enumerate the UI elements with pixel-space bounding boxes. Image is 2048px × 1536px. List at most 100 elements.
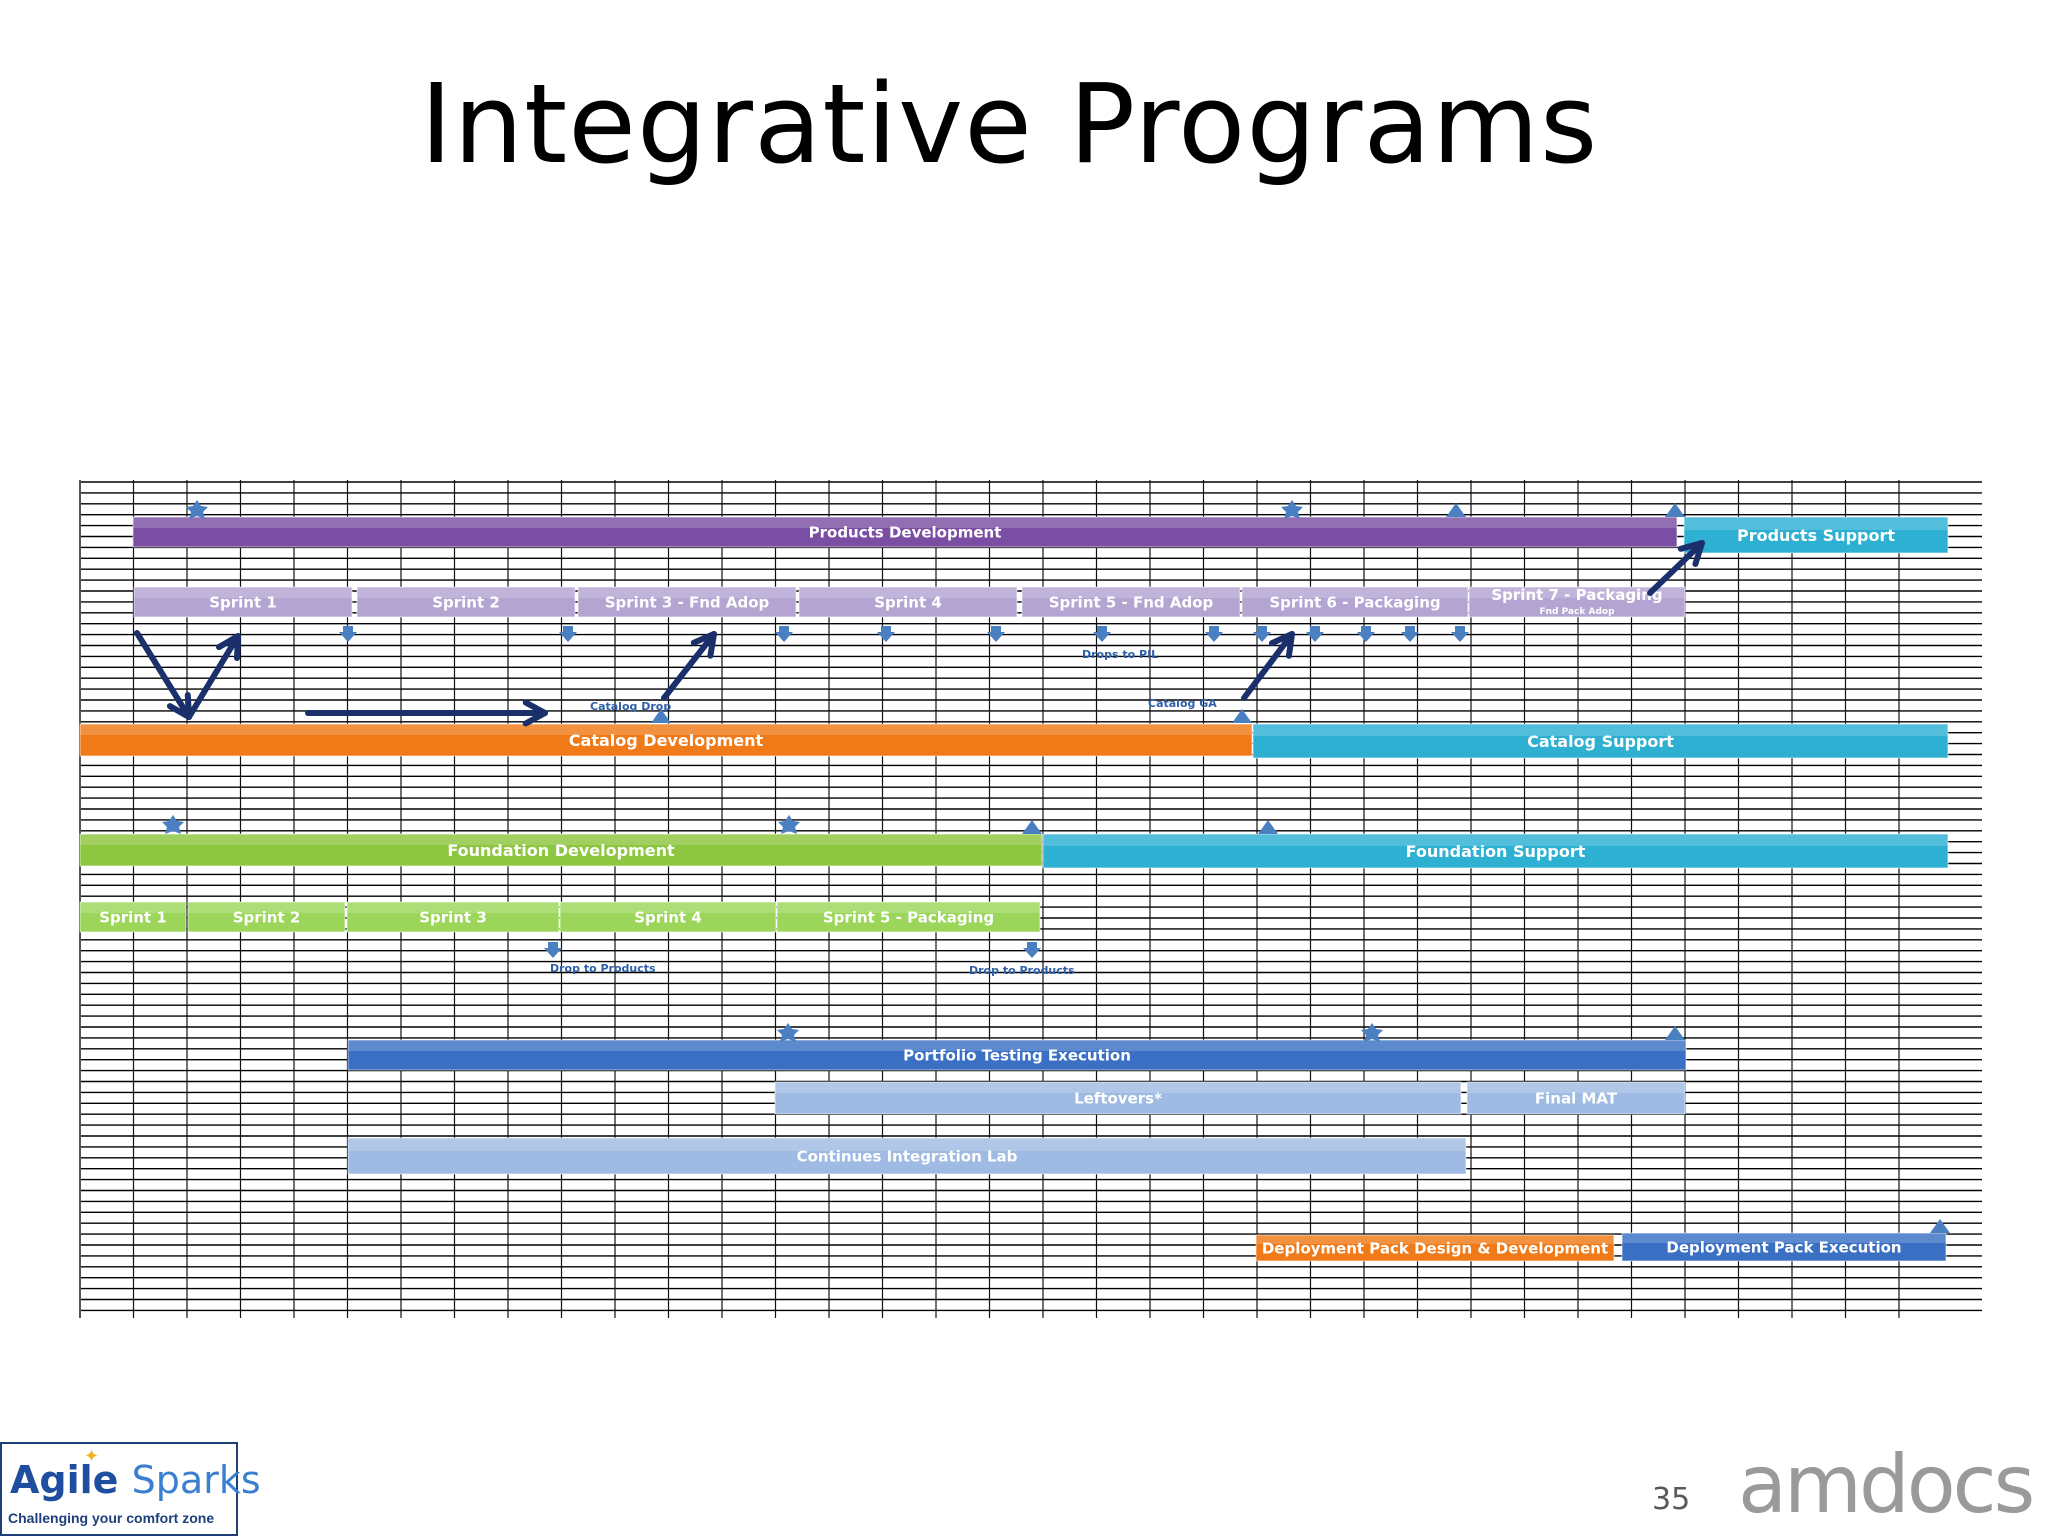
gantt-bar: Sprint 1	[133, 586, 353, 618]
gantt-bar-gloss	[348, 1138, 1466, 1151]
gantt-bar-gloss	[1467, 1082, 1685, 1093]
markers	[162, 500, 1950, 1233]
drop-arrow-icon	[1253, 626, 1271, 642]
gantt-bar-rect	[1621, 1232, 1947, 1262]
gantt-bar-gloss	[134, 587, 352, 598]
gantt-bar-rect	[1255, 1234, 1615, 1262]
milestone-triangle-icon	[1022, 820, 1042, 834]
gantt-bar: Portfolio Testing Execution	[347, 1039, 1687, 1071]
annotation-arrow-line	[1241, 631, 1295, 701]
gantt-bar: Sprint 3	[346, 901, 560, 933]
gantt-bar-label: Leftovers*	[1074, 1089, 1162, 1107]
gantt-bar-gloss	[560, 902, 776, 913]
annotation-arrow-head	[690, 631, 717, 659]
gantt-bar-rect	[79, 833, 1043, 867]
drop-arrow-icon	[1306, 626, 1324, 642]
gantt-bar: Leftovers*	[774, 1081, 1462, 1115]
gantt-bar-gloss	[133, 517, 1677, 528]
gantt-bar-rect	[79, 723, 1253, 757]
gantt-bar-rect	[1683, 516, 1949, 554]
gantt-bar-label: Sprint 7 - Packaging	[1491, 586, 1662, 604]
gantt-bar: Sprint 1	[79, 901, 187, 933]
gantt-bar: Sprint 2	[356, 586, 576, 618]
drop-arrow-icon	[544, 942, 562, 958]
annotation-arrow-head	[1269, 631, 1295, 659]
gantt-bar-rect	[559, 901, 777, 933]
gantt-bar-label: Deployment Pack Design & Development	[1262, 1239, 1608, 1257]
grid-background	[68, 480, 1982, 1318]
gantt-bar-label: Sprint 1	[209, 593, 277, 611]
milestone-triangle-icon	[1446, 503, 1466, 517]
gantt-bar: Sprint 4	[798, 586, 1018, 618]
drop-arrow-icon	[1451, 626, 1469, 642]
gantt-bar-gloss	[1256, 1235, 1614, 1244]
agile-sparks-logo: ✦ Agile Sparks Challenging your comfort …	[0, 1442, 261, 1536]
gantt-bar: Sprint 4	[559, 901, 777, 933]
drop-arrow-icon	[559, 626, 577, 642]
gantt-bar-rect	[346, 901, 560, 933]
milestone-triangle-icon	[1258, 820, 1278, 834]
gantt-bar-label: Foundation Support	[1406, 842, 1586, 861]
gantt-bar-label: Sprint 4	[874, 593, 942, 611]
annotation-arrow-line	[1647, 540, 1705, 596]
gantt-bar: Final MAT	[1466, 1081, 1686, 1115]
milestone-triangle-icon	[1232, 709, 1252, 723]
gantt-bar-gloss	[1022, 587, 1240, 598]
gantt-bar-rect	[347, 1137, 1467, 1175]
gantt-bar: Sprint 6 - Packaging	[1241, 586, 1469, 618]
drop-arrow-icon	[1023, 942, 1041, 958]
gantt-bar: Sprint 5 - Packaging	[776, 901, 1041, 933]
gantt-bar-gloss	[1622, 1233, 1946, 1243]
gantt-bar-gloss	[357, 587, 575, 598]
gantt-bar-gloss	[347, 902, 559, 913]
drop-arrow-icon	[775, 626, 793, 642]
drop-arrow-icon	[1357, 626, 1375, 642]
gantt-bar-label: Foundation Development	[447, 841, 675, 860]
gantt-bar: Foundation Development	[79, 833, 1043, 867]
amdocs-logo: amdocs	[1738, 1438, 2035, 1531]
gantt-bar-gloss	[80, 724, 1252, 735]
drop-arrow-icon	[1401, 626, 1419, 642]
annotation-arrow-line	[661, 631, 717, 701]
bars: Products Development Products Support Spri…	[79, 516, 1949, 1262]
gantt-bar-label: Deployment Pack Execution	[1666, 1238, 1901, 1256]
gantt-bar-label: Final MAT	[1535, 1089, 1618, 1107]
gantt-bar-rect	[1466, 1081, 1686, 1115]
gantt-bar-rect	[133, 586, 353, 618]
annotation-arrow-line	[186, 633, 241, 720]
milestone-note: Drops to PIL	[1082, 648, 1158, 661]
milestone-note: Catalog GA	[1148, 697, 1217, 710]
gantt-bar-rect	[798, 586, 1018, 618]
gantt-bar-label: Portfolio Testing Execution	[903, 1046, 1131, 1064]
gantt-bar-rect	[132, 516, 1678, 548]
gantt-bar-gloss	[799, 587, 1017, 598]
gantt-bar-gloss	[80, 834, 1042, 845]
milestone-triangle-icon	[651, 709, 671, 723]
milestone-star-icon	[1361, 1023, 1383, 1042]
milestone-star-icon	[1281, 500, 1303, 519]
annotation-arrow-head	[216, 633, 241, 661]
gantt-bar-label: Sprint 5 - Packaging	[823, 908, 994, 926]
gantt-bar: Sprint 2	[187, 901, 346, 933]
drop-arrow-icon	[1205, 626, 1223, 642]
annotation-arrow-line	[134, 630, 192, 720]
drop-arrow-icon	[339, 626, 357, 642]
gantt-bar: Products Development	[132, 516, 1678, 548]
gantt-bar-gloss	[777, 902, 1040, 913]
gantt-bar: Foundation Support	[1042, 833, 1949, 869]
gantt-bar-gloss	[1469, 587, 1685, 598]
gantt-bar-rect	[79, 901, 187, 933]
gantt-bar-gloss	[1253, 724, 1948, 736]
milestone-note: Catalog Drop	[590, 700, 671, 713]
arrows	[134, 540, 1705, 727]
gantt-bar: Catalog Support	[1252, 723, 1949, 759]
gantt-bar-label: Sprint 3	[419, 908, 487, 926]
gantt-bar-gloss	[578, 587, 796, 598]
gantt-bar-label: Sprint 3 - Fnd Adop	[605, 593, 770, 611]
gantt-bar-label: Sprint 5 - Fnd Adop	[1049, 593, 1214, 611]
gantt-bar: Deployment Pack Execution	[1621, 1232, 1947, 1262]
gantt-bar-rect	[774, 1081, 1462, 1115]
annotation-arrow-head	[522, 699, 548, 727]
gantt-bar-rect	[187, 901, 346, 933]
gantt-bar-rect	[1252, 723, 1949, 759]
